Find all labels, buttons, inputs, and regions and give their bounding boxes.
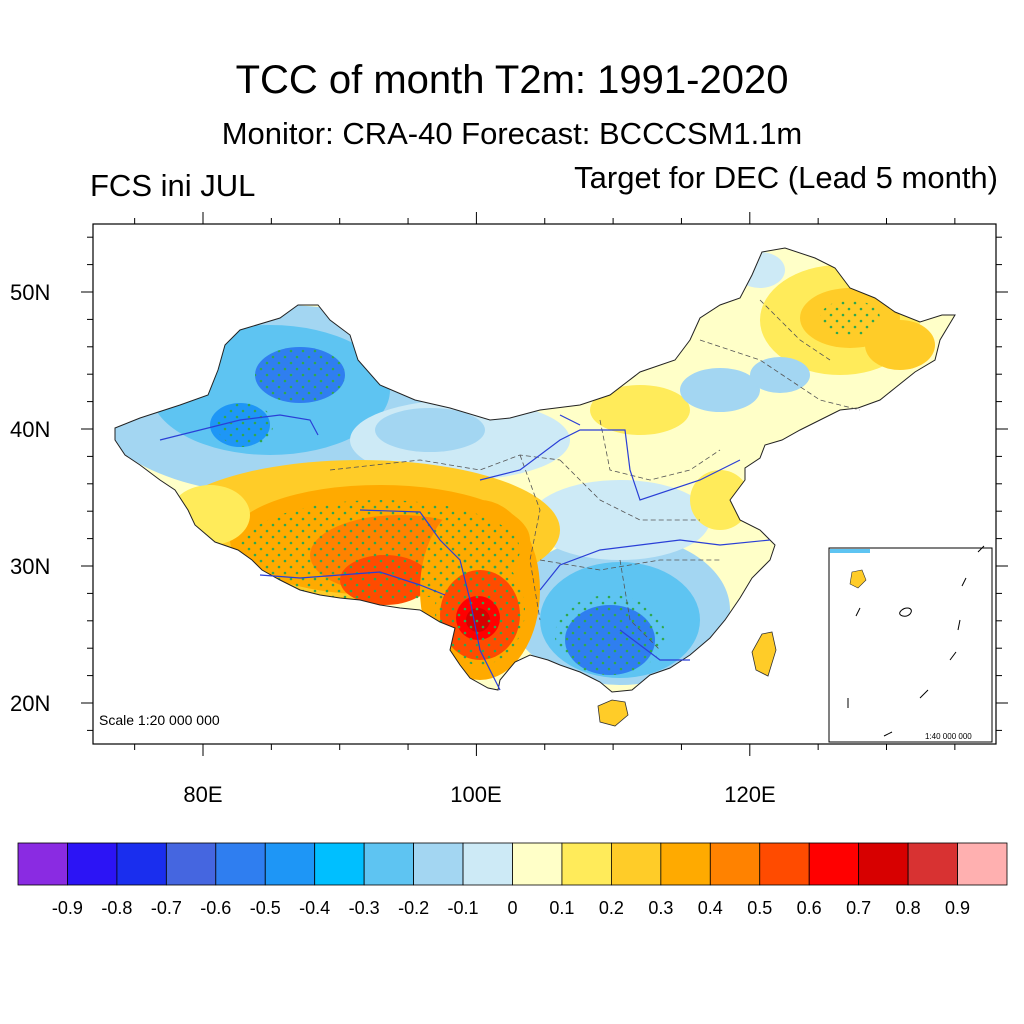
colorbar-label: 0.2 <box>598 898 624 918</box>
colorbar-label: 0.3 <box>648 898 674 918</box>
colorbar-label: 0.5 <box>747 898 773 918</box>
subtitle-left: FCS ini JUL <box>90 168 256 203</box>
inset-hainan <box>849 569 867 589</box>
map-title: TCC of month T2m: 1991-2020 <box>235 58 789 102</box>
colorbar-label: -0.1 <box>447 898 479 918</box>
province-boundaries <box>329 299 861 651</box>
taiwan-island <box>751 631 777 677</box>
colorbar-label: 0.4 <box>697 898 723 918</box>
hainan-island <box>597 699 629 727</box>
colorbar-label: -0.6 <box>200 898 232 918</box>
colorbar-label: 0.8 <box>895 898 921 918</box>
colorbar-label: -0.3 <box>348 898 380 918</box>
axis-ticks <box>81 212 1008 756</box>
lon-label-120e: 120E <box>724 782 776 807</box>
map-scale-text: Scale 1:20 000 000 <box>99 712 220 728</box>
nine-dash-line <box>847 545 985 737</box>
inset-scale-text: 1:40 000 000 <box>925 732 972 741</box>
lon-label-100e: 100E <box>450 782 502 807</box>
colorbar-label: -0.5 <box>249 898 281 918</box>
lon-label-80e: 80E <box>183 782 223 807</box>
lat-label-30n: 30N <box>10 554 51 579</box>
colorbar-label: 0.6 <box>796 898 822 918</box>
rivers <box>159 414 771 691</box>
colorbar-label: -0.8 <box>101 898 133 918</box>
subtitle-right: Target for DEC (Lead 5 month) <box>574 160 998 195</box>
colorbar-label: -0.9 <box>51 898 83 918</box>
lat-label-40n: 40N <box>10 417 51 442</box>
inset-map <box>828 545 993 743</box>
lat-label-50n: 50N <box>10 280 51 305</box>
colorbar-label: 0.1 <box>549 898 575 918</box>
inset-mainland-edge <box>830 549 870 553</box>
colorbar-label: 0.9 <box>945 898 971 918</box>
colorbar-label: -0.7 <box>150 898 182 918</box>
colorbar-label: 0.7 <box>846 898 872 918</box>
lat-label-20n: 20N <box>10 691 51 716</box>
subtitle-center: Monitor: CRA-40 Forecast: BCCCSM1.1m <box>221 116 803 151</box>
colorbar-label: 0 <box>507 898 518 918</box>
colorbar-label: -0.2 <box>398 898 430 918</box>
colorbar-label: -0.4 <box>299 898 331 918</box>
